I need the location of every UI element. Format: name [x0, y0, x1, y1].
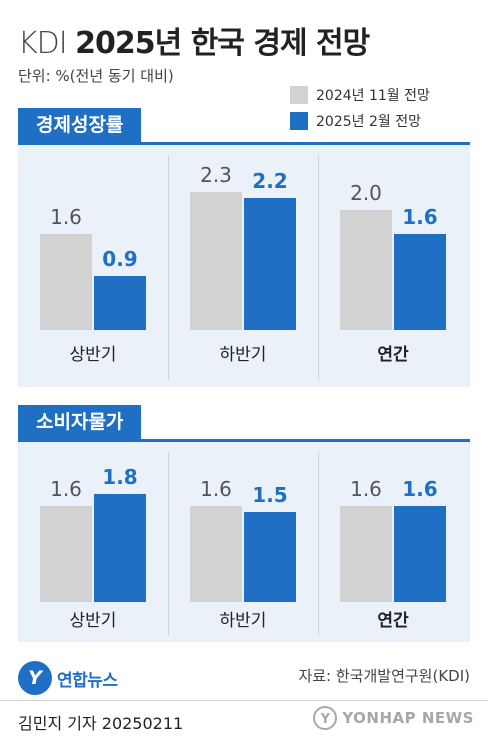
value-label: 1.6: [402, 205, 437, 229]
bar-nov2024-0: [40, 234, 92, 330]
legend: 2024년 11월 전망 2025년 2월 전망: [290, 82, 430, 134]
legend-item: 2024년 11월 전망: [290, 82, 430, 108]
value-label: 1.6: [50, 205, 82, 229]
yonhap-watermark-icon: Y: [313, 706, 338, 730]
category-label: 하반기: [220, 611, 267, 631]
value-label: 1.6: [50, 477, 82, 501]
bar-feb2025-1: [244, 198, 296, 330]
category-label: 하반기: [220, 345, 267, 365]
value-label: 2.2: [252, 169, 287, 193]
section-divider: [18, 439, 470, 442]
yonhap-logo-icon: Y: [18, 661, 52, 695]
section-tag-growth: 경제성장률: [18, 108, 142, 142]
legend-swatch-2025: [290, 112, 308, 130]
panel-separator: [318, 155, 319, 380]
page-title: KDI 2025년 한국 경제 전망: [18, 18, 370, 62]
panel-separator: [168, 155, 169, 380]
footer-divider: [0, 700, 488, 701]
bar-feb2025-0: [94, 276, 146, 330]
value-label: 2.3: [200, 163, 232, 187]
bar-feb2025-0: [94, 494, 146, 602]
panel-separator: [318, 452, 319, 635]
unit-note: 단위: %(전년 동기 대비): [18, 67, 174, 85]
category-label: 상반기: [70, 345, 117, 365]
section-divider: [18, 142, 470, 145]
title-prefix: KDI: [18, 26, 68, 61]
category-label: 상반기: [70, 611, 117, 631]
source-note: 자료: 한국개발연구원(KDI): [298, 667, 470, 685]
bar-nov2024-1: [190, 192, 242, 330]
category-label: 연간: [377, 611, 409, 631]
cpi-chart: 1.6 1.8 상반기 1.6 1.5 하반기 1.6 1.6 연간: [40, 465, 446, 631]
legend-item: 2025년 2월 전망: [290, 108, 430, 134]
growth-chart: 1.6 0.9 상반기 2.3 2.2 하반기 2.0 1.6 연간: [40, 163, 446, 365]
section-tag-cpi: 소비자물가: [18, 405, 142, 439]
value-label: 0.9: [102, 247, 137, 271]
yonhap-logo: Y 연합뉴스: [18, 661, 118, 695]
value-label: 2.0: [350, 181, 382, 205]
bar-nov2024-2: [340, 210, 392, 330]
watermark-text: YONHAP NEWS: [342, 709, 474, 727]
watermark: Y YONHAP NEWS: [313, 706, 474, 730]
panel-separator: [168, 452, 169, 635]
category-label: 연간: [377, 345, 409, 365]
bar-nov2024-1: [190, 506, 242, 602]
value-label: 1.8: [102, 465, 137, 489]
bar-nov2024-2: [340, 506, 392, 602]
value-label: 1.6: [200, 477, 232, 501]
legend-label-2025: 2025년 2월 전망: [316, 114, 421, 130]
value-label: 1.6: [350, 477, 382, 501]
bar-feb2025-1: [244, 512, 296, 602]
legend-label-2024: 2024년 11월 전망: [316, 88, 430, 104]
legend-swatch-2024: [290, 86, 308, 104]
logo-text: 연합뉴스: [57, 670, 118, 691]
value-label: 1.6: [402, 477, 437, 501]
byline: 김민지 기자 20250211: [18, 714, 184, 733]
bar-feb2025-2: [394, 234, 446, 330]
bar-nov2024-0: [40, 506, 92, 602]
value-label: 1.5: [252, 483, 287, 507]
bar-feb2025-2: [394, 506, 446, 602]
title-main: 2025년 한국 경제 전망: [75, 26, 370, 61]
